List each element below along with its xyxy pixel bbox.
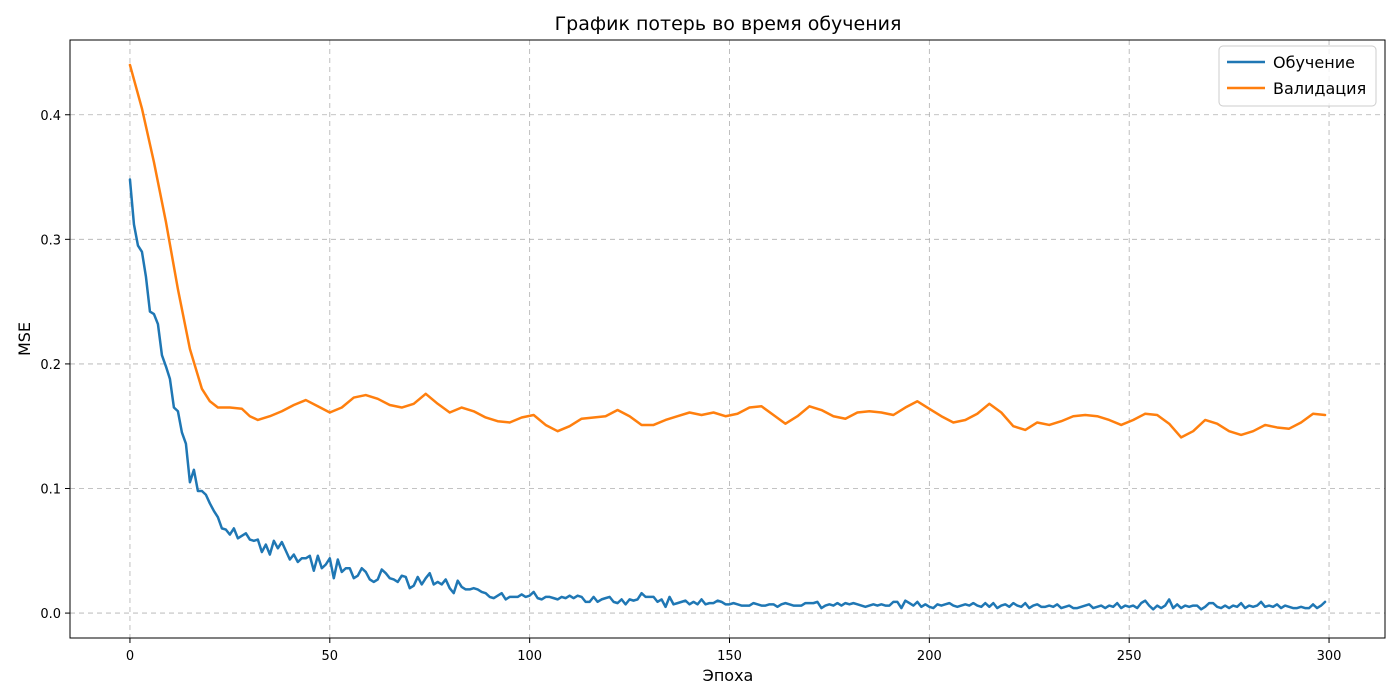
y-tick-label: 0.4	[40, 109, 61, 124]
series-line-training	[128, 178, 1327, 611]
y-tick-label: 0.0	[40, 607, 61, 622]
x-tick-label: 150	[717, 649, 742, 664]
x-axis-label: Эпоха	[703, 666, 754, 685]
axis-ticks: 0 50 100 150 200 250 300 0.0 0.1 0.2 0.3 0.4	[40, 109, 1341, 664]
legend: Обучение Валидация	[1218, 45, 1377, 107]
y-tick-label: 0.1	[40, 483, 61, 498]
y-tick-label: 0.3	[40, 233, 61, 248]
plot-frame	[69, 39, 1386, 639]
x-tick-label: 0	[126, 649, 134, 664]
grid-lines	[70, 40, 1385, 638]
x-tick-label: 300	[1317, 649, 1342, 664]
x-tick-label: 200	[917, 649, 942, 664]
x-tick-label: 50	[322, 649, 339, 664]
legend-label-validation: Валидация	[1273, 79, 1366, 98]
series-line-validation	[128, 63, 1327, 439]
series-lines	[128, 63, 1327, 611]
y-axis-label: MSE	[15, 322, 34, 356]
x-tick-label: 250	[1117, 649, 1142, 664]
legend-label-training: Обучение	[1273, 53, 1355, 72]
y-tick-label: 0.2	[40, 358, 61, 373]
x-tick-label: 100	[517, 649, 542, 664]
chart-title: График потерь во время обучения	[555, 13, 902, 35]
